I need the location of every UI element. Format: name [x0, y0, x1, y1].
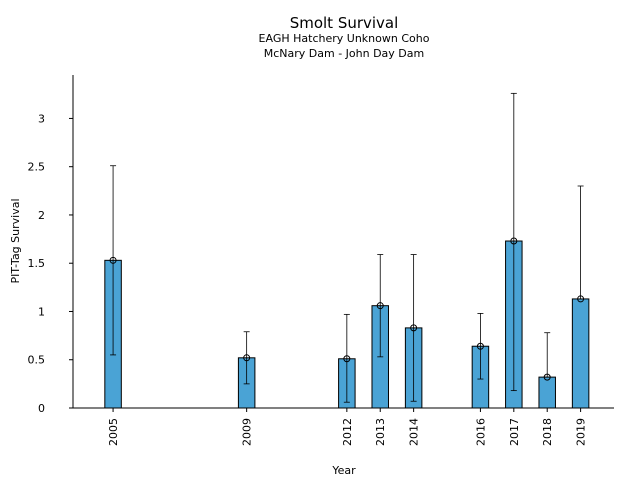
x-tick-label: 2017: [508, 418, 521, 446]
x-tick-label: 2018: [541, 418, 554, 446]
point-marker-2018: [543, 373, 551, 381]
data-point-2017: [505, 92, 523, 409]
x-tick-label: 2019: [575, 418, 588, 446]
data-point-2018: [538, 332, 556, 409]
y-tick-label: 2: [38, 209, 45, 222]
point-marker-2012: [343, 355, 351, 363]
x-tick-label: 2016: [474, 418, 487, 446]
chart-subtitle-line-2: McNary Dam - John Day Dam: [264, 47, 424, 60]
point-marker-2009: [243, 354, 251, 362]
x-tick-label: 2012: [341, 418, 354, 446]
point-marker-2016: [476, 342, 484, 350]
data-point-2013: [371, 254, 389, 409]
point-marker-2019: [577, 295, 585, 303]
plot-area: [104, 92, 590, 409]
point-marker-2017: [510, 237, 518, 245]
data-point-2009: [237, 331, 256, 409]
bar-2019: [571, 298, 590, 409]
x-tick-label: 2014: [408, 418, 421, 446]
data-point-2012: [338, 313, 356, 409]
point-marker-2014: [410, 324, 418, 332]
data-point-2005: [104, 165, 122, 409]
data-point-2016: [471, 313, 490, 409]
y-tick-label: 1.5: [28, 257, 46, 270]
chart-subtitle-line-1: EAGH Hatchery Unknown Coho: [259, 32, 430, 45]
y-tick-label: 0: [38, 402, 45, 415]
x-tick-label: 2013: [374, 418, 387, 446]
x-axis-ticks: 2005 2009 2012 2013 2014 2016 2017 2018 2019: [107, 408, 588, 446]
y-tick-label: 1: [38, 305, 45, 318]
point-marker-2005: [109, 256, 117, 264]
chart-title: Smolt Survival: [290, 14, 399, 32]
x-axis-label: Year: [331, 464, 356, 477]
x-tick-label: 2009: [241, 418, 254, 446]
y-tick-label: 2.5: [28, 161, 46, 174]
data-point-2014: [404, 254, 423, 409]
y-axis-label: PIT-Tag Survival: [9, 198, 22, 283]
bar-2018: [538, 376, 556, 409]
y-tick-label: 3: [38, 112, 45, 125]
point-marker-2013: [376, 302, 384, 310]
y-axis-ticks: 0 0.5 1 1.5 2 2.5 3: [28, 112, 73, 415]
x-tick-label: 2005: [107, 418, 120, 446]
y-tick-label: 0.5: [28, 354, 46, 367]
data-point-2019: [571, 185, 590, 409]
